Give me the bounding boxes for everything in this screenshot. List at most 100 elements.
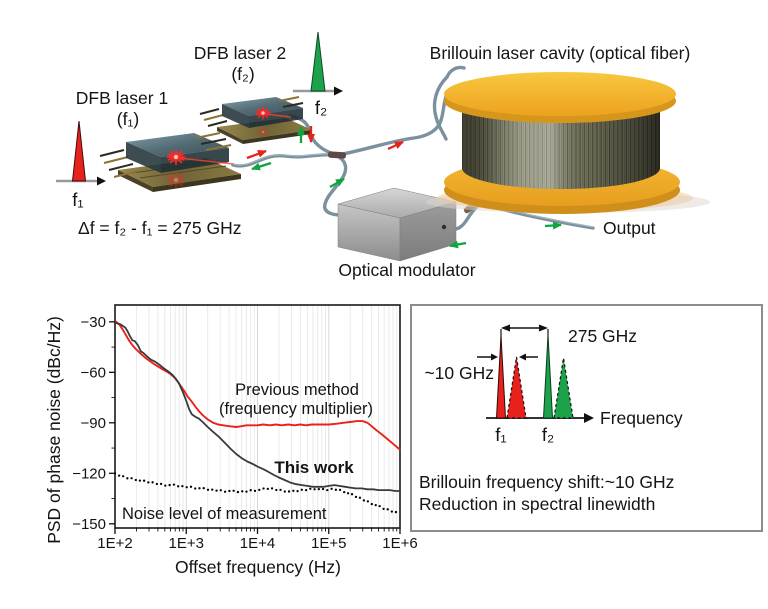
noise-dot xyxy=(287,490,291,493)
noise-dot xyxy=(147,481,150,484)
noise-dot xyxy=(142,479,146,482)
cavity-title: Brillouin laser cavity (optical fiber) xyxy=(430,43,691,63)
noise-dot xyxy=(126,477,129,480)
f2-axis-label: f₂ xyxy=(315,97,327,118)
noise-dot xyxy=(185,486,188,489)
noise-dot xyxy=(253,489,257,493)
x-tick-label: 1E+5 xyxy=(311,535,346,552)
series-previous-method-frequency-multiplier- xyxy=(114,320,401,451)
noise-dot xyxy=(394,510,398,514)
noise-dot xyxy=(304,488,308,492)
annotation-2: This work xyxy=(274,458,354,477)
dfb1-label: DFB laser 1 xyxy=(76,88,168,108)
noise-dot xyxy=(245,490,248,493)
fiber-highlight xyxy=(232,153,338,166)
output-label: Output xyxy=(603,218,656,238)
noise-dot xyxy=(343,490,346,494)
inset-f1-narrow-peak xyxy=(495,335,507,419)
to-cavity-red-arrow-icon xyxy=(387,140,404,151)
x-tick-label: 1E+3 xyxy=(169,535,204,552)
setup-diagram: f₁ f₂ DFB laser 1 (f₁) DFB laser 2 (f₂) … xyxy=(56,31,710,280)
f2-spectrum-peak: f₂ xyxy=(293,31,343,118)
noise-dot xyxy=(262,487,265,490)
f1-axis-arrowhead-icon xyxy=(97,176,106,186)
y-axis-label: PSD of phase noise (dBc/Hz) xyxy=(44,316,64,544)
output-green-arrow-icon xyxy=(544,221,562,230)
annotation-1: (frequency multiplier) xyxy=(219,400,373,418)
dfb2-sub-label: (f₂) xyxy=(231,64,254,84)
noise-dot xyxy=(138,479,142,482)
noise-dot xyxy=(370,502,373,506)
noise-dot xyxy=(219,489,222,492)
f1-peak-triangle xyxy=(71,120,87,182)
series-noise-level-of-measurement xyxy=(113,472,398,514)
inset-caption-line2: Reduction in spectral linewidth xyxy=(419,494,655,514)
x-tick-label: 1E+4 xyxy=(240,535,275,552)
noise-dot xyxy=(172,483,176,486)
noise-dot xyxy=(159,482,163,486)
annotation-3: Noise level of measurement xyxy=(122,505,327,523)
fiber-coupler-to-cavity xyxy=(335,92,449,157)
noise-dot xyxy=(181,485,184,488)
spool-drum-shading xyxy=(462,103,660,189)
noise-dot xyxy=(374,503,377,507)
modulator-fiber-port xyxy=(441,224,447,230)
spool-top-flange xyxy=(444,72,676,116)
y-tick-label: −30 xyxy=(81,314,106,331)
dfb-laser-2-chip xyxy=(199,96,312,144)
width-arrowhead-right-icon xyxy=(491,353,498,361)
dfb-laser-1-chip xyxy=(99,132,241,192)
f2-peak-triangle xyxy=(310,31,326,92)
noise-dot xyxy=(326,488,329,492)
noise-dot xyxy=(258,488,261,492)
x-tick-label: 1E+2 xyxy=(97,535,132,552)
backward-green-arrow-icon xyxy=(251,161,272,171)
noise-dot xyxy=(270,487,274,490)
laser1-spark-reflection-icon xyxy=(166,171,186,189)
spectrum-inset: 275 GHz ~10 GHz Frequency f₁ f₂ Brilloui… xyxy=(410,304,763,532)
inset-caption-line1: Brillouin frequency shift:~10 GHz xyxy=(419,472,674,492)
to-modulator-green-arrow-icon xyxy=(449,240,467,249)
chart-gridlines xyxy=(135,305,398,528)
noise-dot xyxy=(155,482,158,486)
inset-f1-broad-peak-dashed xyxy=(506,356,527,419)
fiber-spool-wrap-top xyxy=(445,65,466,79)
noise-dot xyxy=(378,504,381,508)
noise-dot xyxy=(266,487,269,491)
noise-dot xyxy=(362,499,366,502)
fiber-spool xyxy=(426,65,710,214)
noise-dot xyxy=(386,508,389,511)
f1-spectrum-peak: f₁ xyxy=(56,120,106,210)
annotation-0: Previous method xyxy=(235,381,359,399)
noise-dot xyxy=(283,490,286,493)
noise-dot xyxy=(334,488,338,491)
noise-dot xyxy=(309,487,312,490)
optical-modulator-box xyxy=(337,187,457,262)
noise-dot xyxy=(122,475,125,478)
noise-dot xyxy=(275,488,278,492)
noise-dot xyxy=(249,489,252,492)
noise-dot xyxy=(296,490,299,493)
noise-dot xyxy=(358,496,362,499)
noise-dot xyxy=(189,485,193,488)
inset-f2-broad-peak-dashed xyxy=(553,357,574,419)
x-axis-label: Offset frequency (Hz) xyxy=(175,557,341,577)
noise-dot xyxy=(382,507,385,511)
fiber-spool-wrap xyxy=(432,75,449,141)
laser1-spark-icon xyxy=(166,148,186,166)
fiber-laser1-to-coupler xyxy=(231,152,339,168)
noise-dot xyxy=(223,490,227,493)
noise-dot xyxy=(232,489,235,492)
laser2-spark-icon xyxy=(255,105,271,121)
inset-span-label: 275 GHz xyxy=(568,326,637,346)
noise-dot xyxy=(313,488,316,491)
chart-ticks: 1E+2 1E+3 1E+4 1E+5 1E+6 −30 −60 −90 −120 −150 xyxy=(72,314,418,552)
dfb1-sub-label: (f₁) xyxy=(117,109,139,129)
to-coupler-green-arrow-icon xyxy=(329,178,345,188)
inset-width-label: ~10 GHz xyxy=(424,363,494,383)
noise-dot xyxy=(130,477,133,480)
span-arrowhead-left-icon xyxy=(501,324,510,332)
noise-dot xyxy=(350,493,354,496)
noise-dot xyxy=(117,474,121,477)
